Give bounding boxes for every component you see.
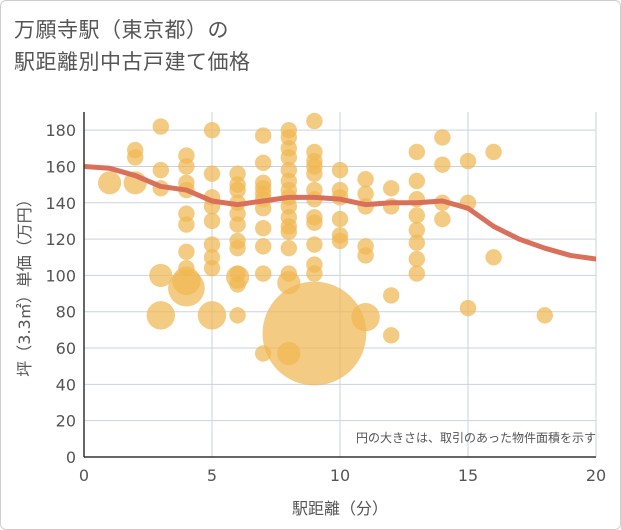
data-bubble — [255, 220, 272, 237]
y-tick-label: 120 — [45, 230, 76, 249]
trend-layer — [84, 163, 596, 262]
axes — [83, 112, 596, 458]
data-bubble — [351, 302, 380, 332]
data-bubble — [168, 269, 205, 307]
data-bubble — [280, 223, 297, 241]
data-bubble — [255, 200, 272, 217]
data-bubble — [203, 165, 221, 182]
y-tick-label: 60 — [56, 339, 76, 358]
data-bubble — [331, 210, 349, 228]
data-bubble — [459, 299, 477, 317]
x-tick-label: 20 — [586, 466, 606, 485]
y-axis-label: 坪（3.3㎡）単価（万円） — [15, 191, 34, 376]
data-bubble — [383, 287, 400, 304]
data-bubble — [357, 185, 374, 202]
y-tick-label: 80 — [56, 303, 76, 322]
data-bubble — [203, 236, 221, 253]
data-bubble — [280, 149, 297, 166]
x-axis-label: 駅距離（分） — [292, 499, 388, 518]
data-bubble — [280, 239, 297, 257]
data-bubble — [146, 301, 176, 330]
data-bubble — [434, 210, 451, 228]
data-bubble — [434, 156, 451, 173]
data-bubble — [383, 327, 400, 344]
data-bubble — [408, 265, 425, 282]
data-bubble — [408, 207, 425, 224]
data-bubble — [408, 234, 425, 251]
data-bubble — [306, 214, 323, 231]
data-bubble — [229, 181, 246, 199]
x-tick-labels: 0 5 10 15 20 — [79, 466, 606, 485]
data-bubble — [178, 243, 195, 261]
y-tick-labels: 0 20 40 60 80 100 120 140 160 180 — [45, 121, 76, 467]
data-bubble — [152, 118, 169, 135]
data-bubble — [98, 171, 122, 195]
x-tick-label: 10 — [330, 466, 350, 485]
y-tick-label: 140 — [45, 194, 76, 213]
data-bubble — [408, 250, 425, 268]
y-tick-label: 160 — [45, 157, 76, 176]
data-bubble — [536, 307, 553, 324]
data-bubble — [203, 121, 221, 139]
data-bubble — [178, 216, 195, 233]
data-bubble — [152, 161, 169, 179]
data-bubble — [485, 249, 502, 266]
y-tick-label: 40 — [56, 375, 76, 394]
data-bubble — [255, 265, 272, 282]
y-tick-label: 180 — [45, 121, 76, 140]
x-tick-label: 15 — [458, 466, 478, 485]
data-bubble — [434, 129, 451, 146]
data-bubble — [262, 281, 367, 386]
data-bubble — [485, 143, 502, 161]
data-bubble — [229, 276, 246, 293]
data-bubble — [229, 216, 246, 233]
x-tick-label: 0 — [79, 466, 89, 485]
data-bubble — [306, 112, 323, 130]
data-bubble — [459, 152, 477, 170]
chart-title-line2: 駅距離別中古戸建て価格 — [14, 50, 251, 74]
chart-title: 万願寺駅（東京都）の 駅距離別中古戸建て価格 — [14, 14, 251, 78]
trend-line — [84, 163, 596, 262]
data-bubble — [203, 259, 221, 277]
size-note: 円の大きさは、取引のあった物件面積を示す — [356, 430, 596, 445]
x-tick-label: 5 — [207, 466, 217, 485]
y-tick-label: 20 — [56, 412, 76, 431]
data-bubble — [408, 221, 425, 239]
data-bubble — [197, 301, 227, 330]
data-bubble — [306, 236, 323, 253]
data-bubble — [331, 161, 349, 179]
y-tick-label: 0 — [66, 448, 76, 467]
chart-title-line1: 万願寺駅（東京都）の — [14, 18, 229, 42]
data-bubble — [127, 149, 144, 166]
data-bubble — [306, 265, 323, 282]
data-bubble — [229, 239, 246, 257]
data-bubble — [408, 172, 425, 190]
data-bubble — [357, 170, 374, 188]
data-bubble — [331, 232, 349, 250]
data-bubble — [149, 263, 173, 288]
data-bubble — [408, 143, 425, 161]
data-bubble — [255, 238, 272, 255]
data-bubble — [306, 165, 323, 182]
data-bubble — [255, 154, 272, 172]
y-tick-label: 100 — [45, 266, 76, 285]
data-bubble — [357, 247, 374, 264]
data-bubble — [255, 127, 272, 144]
data-bubble — [178, 158, 195, 175]
bubble-layer — [98, 112, 553, 386]
data-bubble — [229, 307, 246, 324]
data-bubble — [383, 180, 400, 197]
data-bubble — [203, 212, 221, 230]
